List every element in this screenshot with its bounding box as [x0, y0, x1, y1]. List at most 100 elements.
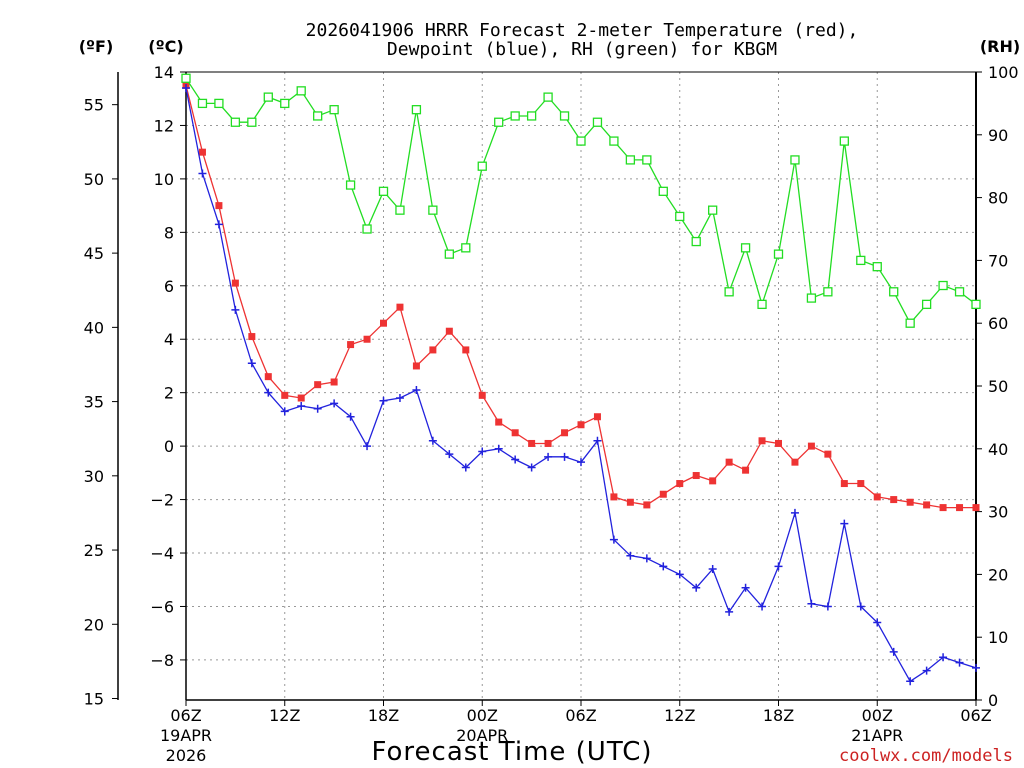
- fahrenheit-tick-label: 30: [84, 467, 104, 486]
- rh-point: [806, 293, 817, 303]
- temperature-point: [314, 381, 322, 389]
- temperature-point: [807, 442, 815, 450]
- rh-point: [494, 117, 504, 127]
- temperature-point: [380, 319, 387, 327]
- fahrenheit-tick-label: 45: [84, 244, 104, 263]
- rh-tick-label: 60: [988, 314, 1008, 333]
- temperature-point: [643, 501, 651, 509]
- dewpoint-point: [906, 677, 915, 686]
- fahrenheit-tick-label: 20: [84, 615, 104, 634]
- dewpoint-point: [889, 647, 898, 656]
- dewpoint-point: [856, 602, 865, 611]
- celsius-tick-label: 14: [154, 63, 174, 82]
- temperature-point: [528, 439, 536, 447]
- dewpoint-point: [939, 653, 948, 662]
- dewpoint-point: [708, 565, 717, 574]
- rh-point: [378, 186, 389, 196]
- rh-point: [856, 255, 866, 266]
- dewpoint-point: [972, 663, 980, 672]
- rh-point: [905, 318, 915, 328]
- rh-point: [889, 287, 899, 297]
- x-tick-date-label: 20APR: [456, 726, 508, 745]
- fahrenheit-tick-label: 55: [84, 96, 104, 115]
- rh-point: [181, 73, 191, 83]
- temperature-point: [742, 466, 750, 474]
- temperature-point: [478, 391, 486, 399]
- rh-point: [971, 299, 981, 310]
- rh-point: [526, 111, 537, 121]
- temperature-point: [396, 303, 404, 311]
- dewpoint-point: [461, 463, 470, 472]
- temperature-point: [215, 202, 223, 210]
- rh-point: [954, 287, 965, 297]
- dewpoint-point: [363, 442, 372, 451]
- temperature-point: [758, 437, 766, 445]
- x-tick-label: 12Z: [269, 706, 300, 725]
- x-tick-label: 06Z: [565, 706, 596, 725]
- celsius-tick-label: 2: [164, 384, 174, 403]
- temperature-point: [956, 504, 964, 512]
- dewpoint-point: [527, 463, 536, 472]
- rh-point: [724, 287, 734, 297]
- rh-tick-label: 70: [988, 251, 1008, 270]
- fahrenheit-tick-label: 15: [84, 690, 104, 709]
- x-tick-label: 12Z: [664, 706, 695, 725]
- temperature-point: [923, 501, 931, 509]
- rh-point: [609, 136, 619, 146]
- x-tick-date-label: 19APR: [160, 726, 212, 745]
- celsius-tick-label: −4: [150, 544, 174, 563]
- dewpoint-point: [593, 436, 602, 445]
- celsius-tick-label: 4: [164, 330, 174, 349]
- dewpoint-point: [840, 519, 849, 528]
- x-tick-year-label: 2026: [166, 746, 207, 765]
- fahrenheit-tick-label: 50: [84, 170, 104, 189]
- dewpoint-point: [346, 412, 355, 421]
- dewpoint-point: [659, 562, 668, 571]
- rh-point: [296, 86, 306, 96]
- dewpoint-point: [428, 436, 437, 445]
- dewpoint-point: [823, 602, 832, 611]
- rh-point: [559, 111, 570, 121]
- rh-point: [230, 117, 241, 127]
- celsius-tick-label: 8: [164, 223, 174, 242]
- temperature-point: [791, 458, 799, 466]
- dewpoint-point: [494, 444, 503, 453]
- temperature-point: [577, 421, 585, 429]
- rh-point: [477, 161, 487, 171]
- dewpoint-point: [544, 452, 553, 461]
- temperature-point: [775, 439, 782, 447]
- temperature-point: [511, 429, 519, 437]
- x-tick-label: 18Z: [368, 706, 399, 725]
- temperature-point: [347, 341, 355, 349]
- celsius-tick-label: 6: [164, 277, 174, 296]
- dewpoint-point: [445, 450, 454, 459]
- dewpoint-point: [692, 583, 701, 592]
- rh-point: [329, 105, 339, 115]
- temperature-point: [972, 504, 980, 512]
- dewpoint-point: [313, 404, 322, 413]
- dewpoint-point: [758, 602, 767, 611]
- rh-unit-label: (RH): [980, 37, 1020, 56]
- rh-tick-label: 0: [988, 691, 998, 710]
- temperature-point: [692, 472, 700, 480]
- dewpoint-point: [741, 583, 750, 592]
- rh-point: [543, 92, 553, 102]
- rh-tick-label: 80: [988, 189, 1008, 208]
- temperature-point: [824, 450, 832, 458]
- fahrenheit-tick-label: 35: [84, 393, 104, 412]
- temperature-point: [264, 373, 272, 381]
- celsius-tick-label: −8: [150, 651, 174, 670]
- dewpoint-point: [725, 607, 734, 616]
- rh-tick-label: 50: [988, 377, 1008, 396]
- rh-tick-label: 30: [988, 503, 1008, 522]
- rh-point: [444, 249, 454, 259]
- chart-title-line1: 2026041906 HRRR Forecast 2-meter Tempera…: [306, 20, 859, 41]
- rh-point: [625, 155, 636, 165]
- temperature-point: [890, 496, 898, 504]
- rh-point: [345, 180, 356, 190]
- rh-point: [592, 117, 603, 127]
- temperature-point: [462, 346, 470, 354]
- temperature-point: [610, 493, 618, 501]
- rh-point: [757, 299, 767, 310]
